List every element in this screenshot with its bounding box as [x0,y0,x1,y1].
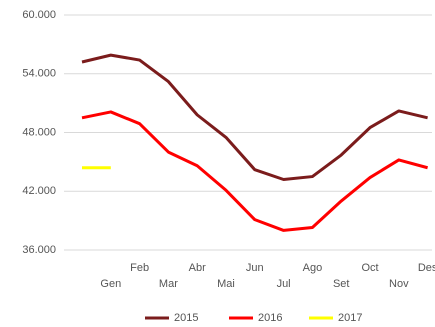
series-line [81,53,428,181]
y-tick-label: 42.000 [22,185,56,197]
y-tick-label: 36.000 [22,244,56,256]
x-tick-label: Gen [100,278,121,290]
legend-label: 2017 [338,312,362,324]
x-tick-label: Oct [361,262,378,274]
x-tick-label: Nov [389,278,409,290]
x-tick-label: Feb [130,262,149,274]
y-tick-label: 54.000 [22,68,56,80]
series-line [81,110,428,232]
legend-label: 2016 [258,312,282,324]
x-tick-label: Mai [217,278,235,290]
legend-label: 2015 [174,312,198,324]
x-tick-label: Abr [189,262,206,274]
x-tick-label: Jun [246,262,264,274]
x-tick-label: Jul [277,278,291,290]
x-tick-label: Des [418,262,435,274]
y-tick-label: 60.000 [22,9,56,21]
x-tick-label: Set [333,278,350,290]
x-tick-label: Mar [159,278,178,290]
x-tick-label: Ago [303,262,323,274]
y-tick-label: 48.000 [22,126,56,138]
